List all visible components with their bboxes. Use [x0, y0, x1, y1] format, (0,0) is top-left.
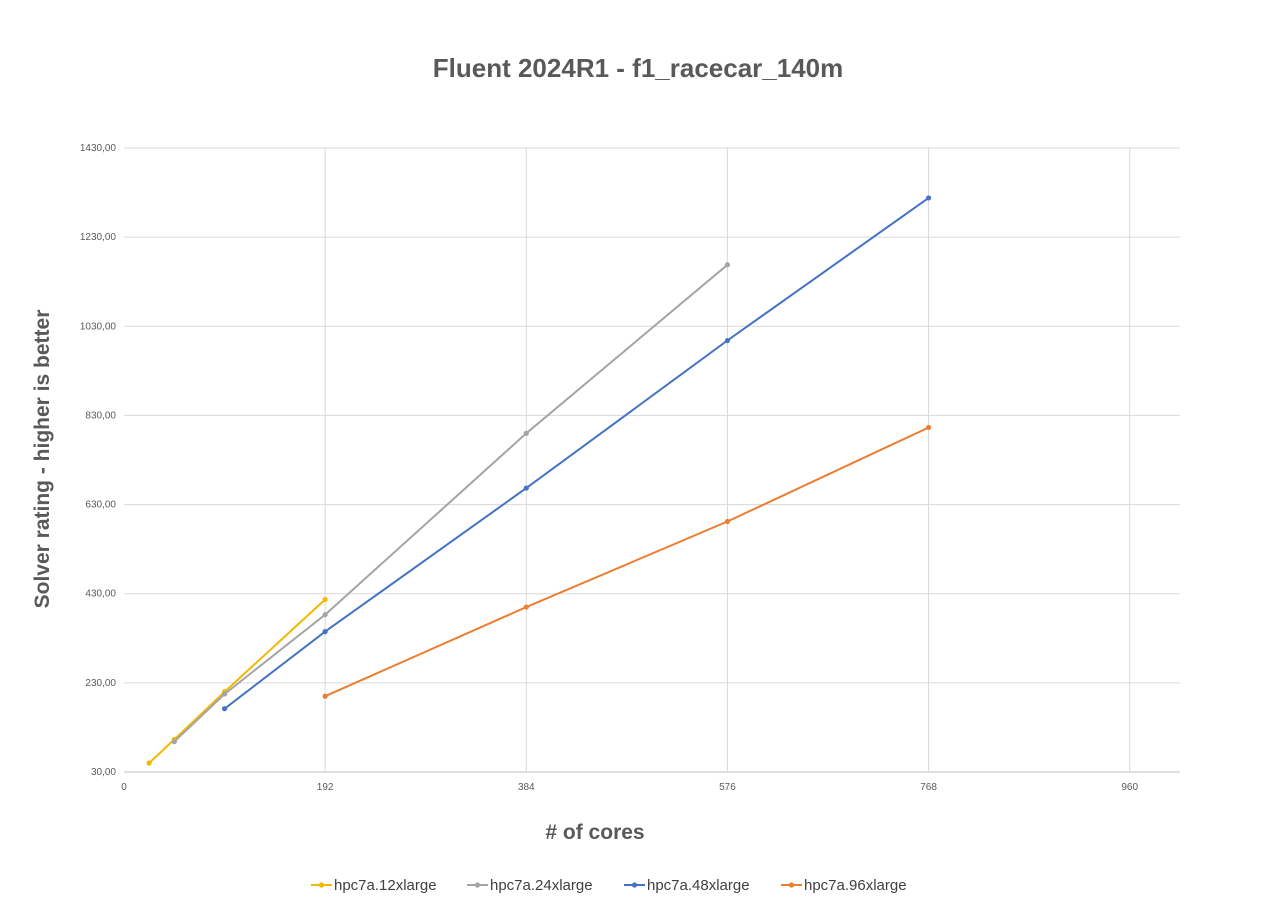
series-hpc7a.96xlarge: [322, 424, 932, 699]
data-point: [146, 760, 152, 766]
chart-title: Fluent 2024R1 - f1_racecar_140m: [433, 53, 843, 83]
data-point: [322, 629, 328, 635]
series-line: [324, 426, 930, 698]
legend-item: hpc7a.96xlarge: [781, 877, 907, 894]
y-tick-label: 30,00: [91, 767, 116, 778]
x-tick-label: 0: [121, 782, 127, 793]
x-axis-ticks: 0 192 384 576 768 960: [121, 782, 1138, 793]
data-point: [724, 518, 731, 525]
x-tick-label: 192: [317, 782, 334, 793]
series-group: [146, 195, 932, 766]
legend-label: hpc7a.12xlarge: [334, 877, 437, 894]
data-point: [925, 424, 932, 431]
data-point: [221, 706, 228, 712]
series-line: [148, 598, 326, 764]
grid: [124, 147, 1180, 773]
x-tick-label: 768: [920, 782, 937, 793]
series-line: [173, 264, 729, 743]
y-tick-label: 1030,00: [80, 321, 117, 332]
legend-marker: [631, 882, 638, 888]
data-point: [322, 612, 328, 618]
data-point: [523, 430, 529, 436]
data-point: [925, 195, 932, 201]
x-tick-label: 960: [1121, 782, 1138, 793]
legend-item: hpc7a.12xlarge: [311, 877, 437, 894]
y-tick-label: 1430,00: [80, 143, 117, 154]
x-tick-label: 576: [719, 782, 736, 793]
data-point: [523, 485, 529, 491]
series-hpc7a.48xlarge: [221, 195, 932, 712]
data-point: [322, 693, 328, 699]
legend-label: hpc7a.48xlarge: [647, 877, 750, 894]
series-hpc7a.24xlarge: [171, 262, 731, 745]
y-tick-label: 430,00: [85, 589, 116, 600]
x-tick-label: 384: [518, 782, 535, 793]
y-tick-label: 230,00: [85, 678, 116, 689]
legend-item: hpc7a.48xlarge: [624, 877, 750, 894]
legend-label: hpc7a.24xlarge: [490, 877, 593, 894]
y-tick-label: 830,00: [85, 410, 116, 421]
data-point: [171, 739, 177, 745]
legend-marker: [474, 882, 481, 888]
x-axis-title: # of cores: [545, 821, 644, 844]
legend-label: hpc7a.96xlarge: [804, 877, 907, 894]
legend: hpc7a.12xlarge hpc7a.24xlarge hpc7a.48xlar…: [311, 877, 907, 894]
y-tick-label: 1230,00: [80, 232, 117, 243]
data-point: [221, 691, 228, 697]
legend-item: hpc7a.24xlarge: [467, 877, 593, 894]
series-line: [223, 197, 930, 710]
y-axis-title: Solver rating - higher is better: [31, 310, 54, 609]
data-point: [322, 596, 328, 603]
data-point: [724, 337, 731, 344]
data-point: [724, 262, 731, 268]
y-axis-ticks: 30,00 230,00 430,00 630,00 830,00 1030,00 1230…: [80, 143, 117, 778]
y-tick-label: 630,00: [85, 500, 116, 511]
legend-marker: [318, 882, 325, 888]
data-point: [523, 604, 529, 610]
legend-marker: [788, 882, 795, 888]
